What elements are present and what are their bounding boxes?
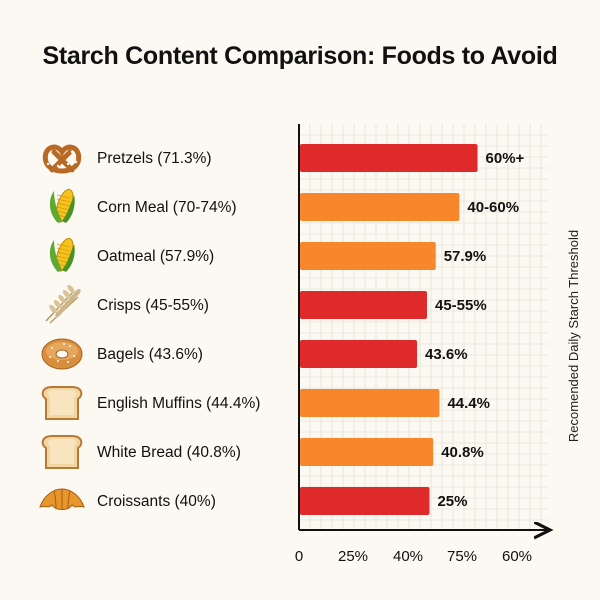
category-label: Oatmeal (57.9%) xyxy=(97,248,214,265)
corn-icon xyxy=(49,237,75,272)
category-label: Croissants (40%) xyxy=(97,493,216,510)
right-axis-label: Recomended Daily Starch Threshold xyxy=(566,230,581,442)
bar xyxy=(300,389,440,417)
bar xyxy=(300,438,434,466)
croissant-icon xyxy=(39,488,85,510)
pretzel-icon xyxy=(42,144,82,174)
wheat-icon xyxy=(45,284,81,324)
value-label: 43.6% xyxy=(425,346,468,363)
bar xyxy=(300,340,418,368)
bagel-icon xyxy=(41,338,83,370)
value-label: 40.8% xyxy=(441,444,484,461)
bar xyxy=(300,487,430,515)
chart-title: Starch Content Comparison: Foods to Avoi… xyxy=(42,42,558,70)
category-label: Crisps (45-55%) xyxy=(97,297,209,314)
bread-icon xyxy=(41,435,83,469)
food-icons xyxy=(39,144,85,510)
bar xyxy=(300,291,427,319)
x-tick-label: 25% xyxy=(338,548,368,565)
bars xyxy=(300,144,478,515)
bread-icon xyxy=(41,386,83,420)
value-label: 40-60% xyxy=(467,199,519,216)
value-label: 57.9% xyxy=(444,248,487,265)
value-label: 44.4% xyxy=(447,395,490,412)
value-labels: 60%+ 40-60% 57.9% 45-55% 43.6% 44.4% 40.8% 25% xyxy=(425,150,525,510)
category-label: Corn Meal (70-74%) xyxy=(97,199,237,216)
category-label: English Muffins (44.4%) xyxy=(97,395,260,412)
bar xyxy=(300,242,436,270)
category-labels: Pretzels (71.3%) Corn Meal (70-74%) Oatmea… xyxy=(97,150,260,510)
x-ticks: 0 25% 40% 75% 60% xyxy=(295,548,532,565)
corn-icon xyxy=(49,188,75,223)
gridlines xyxy=(299,124,548,530)
category-label: White Bread (40.8%) xyxy=(97,444,241,461)
x-tick-label: 0 xyxy=(295,548,303,565)
x-tick-label: 75% xyxy=(447,548,477,565)
bar xyxy=(300,193,460,221)
x-tick-label: 40% xyxy=(393,548,423,565)
bar xyxy=(300,144,478,172)
value-label: 45-55% xyxy=(435,297,487,314)
value-label: 60%+ xyxy=(486,150,525,167)
category-label: Pretzels (71.3%) xyxy=(97,150,212,167)
value-label: 25% xyxy=(437,493,467,510)
x-tick-label: 60% xyxy=(502,548,532,565)
category-label: Bagels (43.6%) xyxy=(97,346,203,363)
